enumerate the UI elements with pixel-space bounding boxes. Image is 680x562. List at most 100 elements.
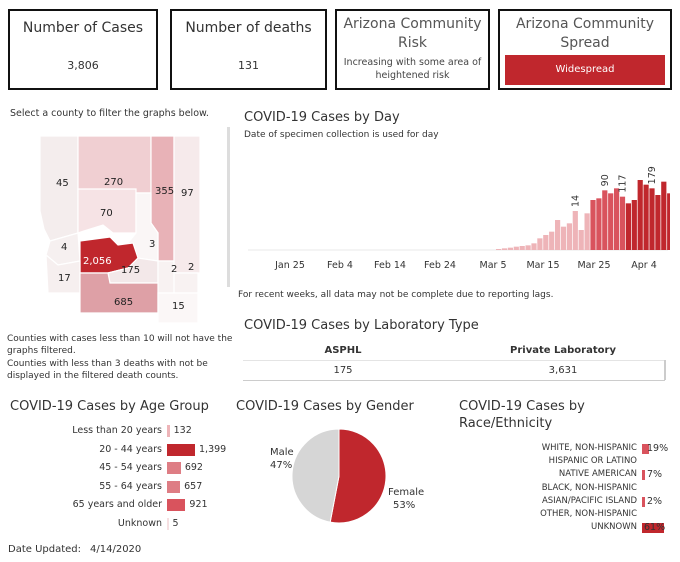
by-day-value-label: 14 [570, 195, 581, 207]
race-value: 61% [644, 522, 666, 534]
age-group-bar[interactable] [167, 517, 169, 530]
by-day-bar[interactable] [507, 247, 513, 250]
by-day-bar[interactable] [596, 198, 602, 250]
gender-male-label: Male [270, 447, 294, 458]
race-label: UNKNOWN [591, 522, 637, 533]
age-group-value: 692 [184, 462, 203, 473]
lab-title: COVID-19 Cases by Laboratory Type [244, 318, 479, 333]
by-day-tick-label: Feb 4 [327, 260, 353, 271]
age-group-bar[interactable] [167, 443, 195, 456]
by-day-bar[interactable] [560, 226, 567, 250]
by-day-bar[interactable] [602, 190, 608, 250]
deaths-card-title: Number of deaths [185, 20, 312, 36]
by-day-bar[interactable] [578, 230, 584, 250]
by-day-bar[interactable] [496, 249, 502, 250]
cases-card-value: 3,806 [67, 59, 99, 72]
gender-female-pct: 53% [393, 500, 416, 511]
by-day-bar[interactable] [501, 248, 508, 250]
race-label: NATIVE AMERICAN [558, 469, 637, 480]
county-label-maricopa: 2,056 [83, 256, 112, 267]
by-day-bar[interactable] [667, 193, 670, 250]
map-note-1: Counties with cases less than 10 will no… [7, 334, 233, 356]
race-bar[interactable] [642, 496, 645, 507]
age-group-value: 1,399 [199, 443, 227, 455]
by-day-bar[interactable] [619, 196, 626, 250]
by-day-bar[interactable] [643, 184, 649, 250]
age-group-bar[interactable] [167, 499, 186, 511]
by-day-bar[interactable] [566, 223, 572, 250]
lab-table: ASPHL Private Laboratory 175 3,631 [243, 340, 668, 382]
age-group-value: 921 [189, 499, 208, 510]
by-day-bar[interactable] [655, 195, 661, 250]
race-value: 19% [647, 443, 669, 454]
by-day-bar[interactable] [549, 231, 555, 250]
by-day-bar[interactable] [584, 213, 590, 250]
gender-male-pct: 47% [270, 460, 293, 471]
by-day-bar[interactable] [531, 243, 537, 250]
by-day-bar[interactable] [614, 188, 620, 250]
arizona-county-map[interactable] [38, 133, 213, 325]
age-title: COVID-19 Cases by Age Group [10, 399, 209, 414]
by-day-bar[interactable] [543, 235, 549, 250]
age-group-bar[interactable] [167, 480, 181, 493]
county-label-navajo: 355 [155, 186, 175, 197]
by-day-bar[interactable] [625, 203, 631, 250]
age-group-bar[interactable] [167, 425, 170, 437]
race-value: 2% [647, 495, 663, 507]
county-cochise[interactable] [157, 292, 199, 324]
race-bar[interactable] [642, 444, 649, 454]
gender-slice-male[interactable] [291, 428, 340, 523]
deaths-card-value: 131 [238, 59, 259, 72]
county-label-la-paz: 4 [61, 242, 68, 253]
by-day-bar[interactable] [513, 246, 519, 250]
by-day-tick-label: Mar 5 [480, 260, 507, 271]
by-day-bar[interactable] [661, 181, 667, 250]
county-label-mohave: 45 [56, 178, 69, 189]
by-day-bar[interactable] [637, 180, 643, 250]
cases-card-title: Number of Cases [22, 20, 144, 36]
by-day-footnote: For recent weeks, all data may not be co… [238, 290, 554, 300]
scrollbar[interactable] [227, 127, 230, 287]
by-day-bar[interactable] [631, 200, 637, 250]
gender-female-label: Female [388, 487, 425, 498]
by-day-bar[interactable] [519, 246, 525, 250]
county-pima[interactable] [79, 272, 159, 314]
by-day-tick-label: Jan 25 [274, 260, 305, 271]
age-group-label: 55 - 64 years [99, 480, 162, 492]
age-group-label: 45 - 54 years [99, 462, 162, 473]
by-day-bar[interactable] [537, 238, 543, 250]
race-title-1: COVID-19 Cases by [459, 399, 585, 414]
age-group-bar[interactable] [167, 462, 181, 474]
deaths-card: Number of deaths 131 [170, 9, 327, 90]
county-label-pinal: 175 [121, 265, 141, 276]
spread-card-title: Arizona Community Spread [515, 16, 655, 51]
by-day-value-label: 117 [618, 175, 629, 193]
county-apache[interactable] [173, 135, 201, 274]
by-day-bar[interactable] [590, 200, 596, 250]
race-bar[interactable] [642, 523, 664, 534]
age-group-label: Less than 20 years [72, 425, 162, 436]
race-label: WHITE, NON-HISPANIC [541, 443, 637, 453]
by-day-bar[interactable] [572, 211, 578, 250]
county-label-yuma: 17 [58, 273, 71, 284]
gender-pie-chart [291, 428, 387, 524]
by-day-bar[interactable] [525, 245, 531, 250]
spread-badge: Widespread [505, 55, 665, 85]
race-value: 7% [647, 469, 663, 481]
by-day-tick-label: Feb 14 [374, 260, 406, 271]
county-greenlee[interactable] [173, 272, 199, 294]
county-label-pima: 685 [114, 297, 134, 308]
gender-slice-female[interactable] [329, 428, 387, 524]
by-day-bar[interactable] [555, 220, 561, 250]
by-day-bar[interactable] [649, 188, 655, 250]
county-label-gila: 3 [149, 239, 156, 250]
race-bar[interactable] [642, 470, 645, 481]
date-updated-value: 4/14/2020 [90, 544, 142, 555]
lab-col-asphl: ASPHL [324, 345, 362, 356]
spread-card: Arizona Community Spread Widespread [498, 9, 672, 90]
by-day-bar[interactable] [608, 193, 614, 250]
by-day-subtitle: Date of specimen collection is used for … [244, 130, 439, 140]
lab-scroll-edge [664, 360, 666, 380]
by-day-value-label: 179 [647, 166, 658, 184]
county-label-graham: 2 [171, 264, 178, 275]
